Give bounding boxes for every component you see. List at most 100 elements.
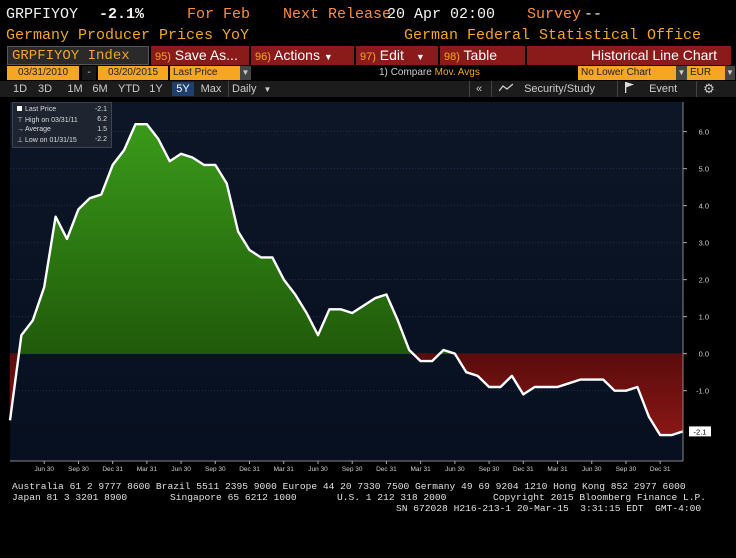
x-tick-label: Dec 31 <box>376 466 397 472</box>
data-source: German Federal Statistical Office <box>404 27 702 44</box>
y-axis: 6.0 5.0 4.0 3.0 2.0 1.0 0.0 -1.0 <box>682 102 709 461</box>
legend-value: 6.2 <box>97 116 107 123</box>
security-description: Germany Producer Prices YoY German Feder… <box>0 27 736 47</box>
frequency-select[interactable]: Daily ▼ <box>232 82 276 96</box>
survey-value: -- <box>584 6 603 23</box>
chevron-down-icon[interactable]: ▼ <box>676 66 687 80</box>
x-tick-label: Jun 30 <box>34 466 54 472</box>
y-tick-label: 3.0 <box>699 239 709 248</box>
x-tick-label: Dec 31 <box>239 466 260 472</box>
edit-num: 97) <box>360 51 376 63</box>
price-chart: 6.0 5.0 4.0 3.0 2.0 1.0 0.0 -1.0 Jun 30 Sep 30 De… <box>8 102 711 483</box>
y-tick-label: -1.0 <box>696 387 709 396</box>
x-tick-label: Mar 31 <box>547 466 568 472</box>
low-marker-icon: ⊥ <box>17 137 24 144</box>
y-tick-label: 5.0 <box>699 165 709 174</box>
legend-label: High on 03/31/11 <box>25 117 78 124</box>
range-6m[interactable]: 6M <box>92 83 108 95</box>
end-date-field[interactable]: 03/20/2015 <box>98 66 168 80</box>
chart-type-selector[interactable]: Historical Line Chart <box>527 46 731 65</box>
x-tick-label: Dec 31 <box>102 466 123 472</box>
divider <box>469 81 470 97</box>
price-field-select[interactable]: Last Price <box>170 66 240 80</box>
divider <box>491 81 492 97</box>
x-tick-label: Jun 30 <box>308 466 328 472</box>
x-tick-label: Jun 30 <box>445 466 465 472</box>
x-tick-label: Sep 30 <box>616 466 637 472</box>
chevron-down-icon[interactable]: ▼ <box>725 66 735 80</box>
range-5y[interactable]: 5Y <box>172 82 194 96</box>
actions-num: 96) <box>255 51 271 63</box>
actions-menu[interactable]: 96) Actions ▼ <box>251 46 354 65</box>
event-button[interactable]: Event <box>624 82 690 96</box>
last-value-marker: -2.1 <box>689 426 711 437</box>
compare-num: 1) <box>379 67 388 78</box>
footer-singapore: Singapore 65 6212 1000 <box>170 492 297 503</box>
x-tick-label: Mar 31 <box>137 466 158 472</box>
x-tick-label: Sep 30 <box>479 466 500 472</box>
table-button[interactable]: 98) Table <box>440 46 525 65</box>
range-max[interactable]: Max <box>200 83 222 95</box>
footer-contacts-1: Australia 61 2 9777 8600 Brazil 5511 239… <box>12 481 686 492</box>
range-1d[interactable]: 1D <box>12 83 28 95</box>
start-date-field[interactable]: 03/31/2010 <box>7 66 79 80</box>
legend-value: -2.2 <box>94 136 107 143</box>
average-marker-icon: → <box>17 126 24 133</box>
edit-label: Edit <box>379 47 404 63</box>
next-release-value: 20 Apr 02:00 <box>387 6 496 23</box>
chevron-down-icon: ▼ <box>263 85 272 94</box>
footer-copyright: Copyright 2015 Bloomberg Finance L.P. <box>493 492 707 503</box>
last-value-box <box>689 426 711 437</box>
frequency-label: Daily <box>232 83 257 95</box>
range-bar: 1D 3D 1M 6M YTD 1Y 5Y Max Daily ▼ « Secu… <box>0 81 736 97</box>
table-label: Table <box>463 47 498 63</box>
y-tick-label: 6.0 <box>699 128 709 137</box>
compare-control[interactable]: 1) Compare Mov. Avgs <box>376 66 483 80</box>
survey-label: Survey <box>527 6 582 23</box>
footer-session: SN 672028 H216-213-1 20-Mar-15 3:31:15 E… <box>396 503 702 514</box>
security-study-button[interactable]: Security/Study <box>498 82 609 96</box>
lower-chart-select[interactable]: No Lower Chart <box>578 66 676 80</box>
x-tick-label: Mar 31 <box>411 466 432 472</box>
legend-label: Low on 01/31/15 <box>25 137 77 144</box>
x-tick-label: Sep 30 <box>205 466 226 472</box>
range-ytd[interactable]: YTD <box>118 83 140 95</box>
y-tick-label: 2.0 <box>699 276 709 285</box>
currency-select[interactable]: EUR <box>687 66 725 80</box>
index-field[interactable]: GRPFIYOY Index <box>7 46 149 65</box>
x-tick-label: Sep 30 <box>342 466 363 472</box>
range-3d[interactable]: 3D <box>37 83 53 95</box>
header-bar: GRPFIYOY -2.1% For Feb Next Release 20 A… <box>0 6 736 28</box>
gear-icon[interactable]: ⚙ <box>703 81 715 96</box>
legend-item: →Average 1.5 <box>17 126 107 135</box>
security-name: Germany Producer Prices YoY <box>6 27 250 44</box>
legend-item: Last Price -2.1 <box>17 106 107 115</box>
legend-value: -2.1 <box>94 106 107 113</box>
double-chevron-left-icon[interactable]: « <box>475 83 483 95</box>
edit-menu[interactable]: 97) Edit ▼ <box>356 46 438 65</box>
legend-item: ⊤ High on 03/31/11 6.2 <box>17 116 107 125</box>
compare-value: Mov. Avgs <box>434 67 480 78</box>
ticker: GRPFIYOY <box>6 6 79 23</box>
event-label: Event <box>649 83 678 95</box>
footer-japan: Japan 81 3 3201 8900 <box>12 492 128 503</box>
chevron-down-icon[interactable]: ▼ <box>240 66 251 80</box>
legend-label: Average <box>25 126 51 133</box>
next-release-label: Next Release <box>283 6 392 23</box>
save-num: 95) <box>155 51 171 63</box>
y-tick-label: 1.0 <box>699 313 709 322</box>
y-tick-label: 0.0 <box>699 350 709 359</box>
legend-value: 1.5 <box>97 126 107 133</box>
date-bar: 03/31/2010 - 03/20/2015 Last Price ▼ 1) … <box>0 66 736 80</box>
high-marker-icon: ⊤ <box>17 117 24 124</box>
for-label: For Feb <box>187 6 251 23</box>
chevron-down-icon: ▼ <box>323 52 333 62</box>
save-as-button[interactable]: 95) Save As... <box>151 46 249 65</box>
range-1y[interactable]: 1Y <box>149 83 163 95</box>
range-1m[interactable]: 1M <box>67 83 83 95</box>
flag-icon <box>625 82 634 93</box>
actions-label: Actions <box>274 47 320 63</box>
y-tick-label: 4.0 <box>699 202 709 211</box>
chart-area: 6.0 5.0 4.0 3.0 2.0 1.0 0.0 -1.0 Jun 30 Sep 30 De… <box>0 97 736 483</box>
x-tick-label: Dec 31 <box>650 466 671 472</box>
